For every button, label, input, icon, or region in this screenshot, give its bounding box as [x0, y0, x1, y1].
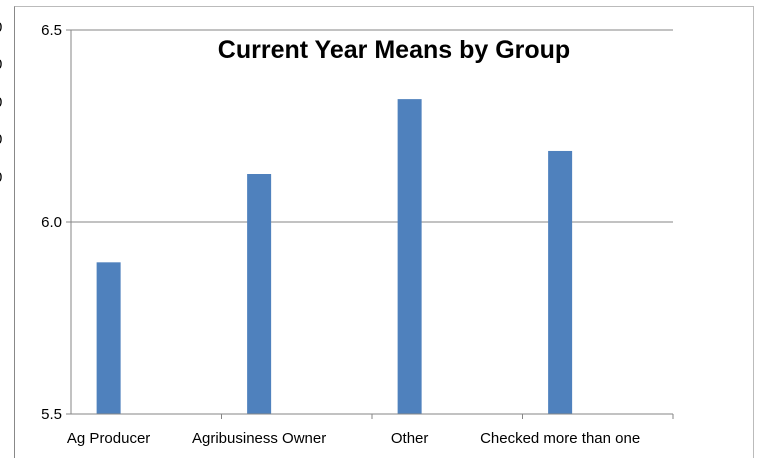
- gridlines: [71, 29, 673, 223]
- y-tick-label: 5.5: [41, 406, 62, 423]
- x-tick-label: Ag Producer: [67, 430, 150, 447]
- bar-agribusiness-owner: [247, 174, 272, 414]
- bar-checked-more-than-one: [548, 150, 573, 414]
- clipped-left-axis-fragment: 0 0 0 0 0: [0, 0, 14, 466]
- x-tick-label: Agribusiness Owner: [192, 430, 326, 447]
- bars: [96, 99, 573, 415]
- bar-ag-producer: [96, 262, 121, 414]
- x-tick-label: Other: [391, 430, 429, 447]
- y-tick-label: 6.0: [41, 214, 62, 231]
- bar-chart: 5.5 6.0 6.5 Ag Producer Agribusiness Owner O…: [41, 22, 674, 447]
- y-tick-labels: 5.5 6.0 6.5: [41, 22, 71, 423]
- x-tick-label: Checked more than one: [480, 430, 640, 447]
- chart-title: Current Year Means by Group: [218, 36, 570, 64]
- chart-frame: 5.5 6.0 6.5 Ag Producer Agribusiness Owner O…: [14, 6, 754, 458]
- bar-other: [397, 99, 422, 415]
- x-tick-labels: Ag Producer Agribusiness Owner Other Checke…: [67, 414, 674, 447]
- y-tick-label: 6.5: [41, 22, 62, 39]
